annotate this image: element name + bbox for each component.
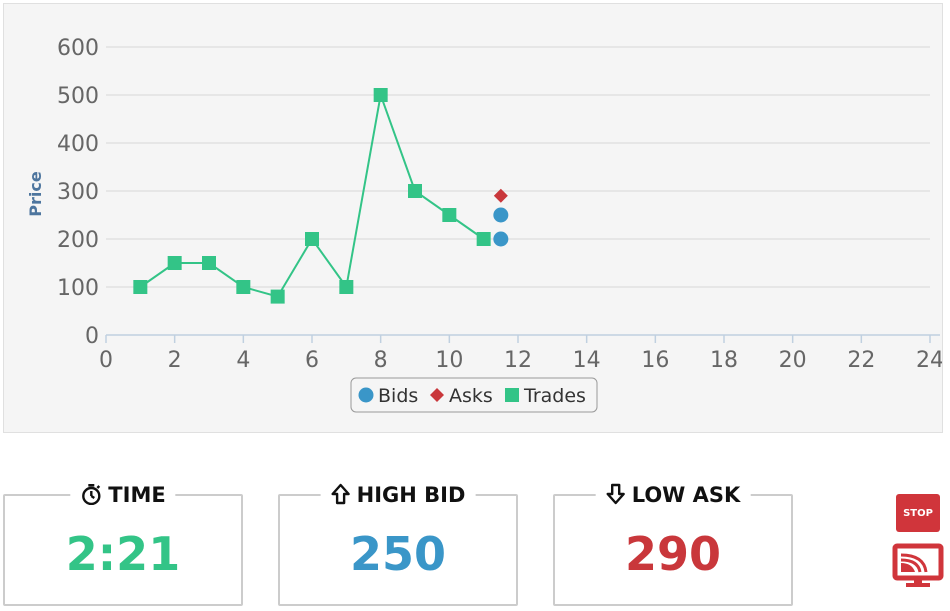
y-tick-label: 100 [57, 276, 99, 301]
trades-line [139, 91, 485, 298]
screen-share-button[interactable] [892, 543, 944, 594]
legend-box [350, 377, 598, 413]
legend[interactable]: Bids Asks Trades [350, 377, 598, 413]
x-tick-label: 0 [99, 348, 113, 373]
legend-marker-bids [358, 387, 374, 403]
x-tick-label: 2 [168, 348, 182, 373]
trades-point [408, 184, 422, 198]
chart-panel: 0 100 200 300 400 500 600 0 2 4 6 8 10 12 14 16 18 20 22 24… [3, 3, 943, 433]
legend-item-trades: Trades [523, 385, 586, 407]
legend-item-asks: Asks [449, 385, 493, 407]
y-tick-label: 500 [57, 84, 99, 109]
trades-point [133, 280, 148, 294]
time-box: TIME 2:21 [3, 480, 243, 606]
low-ask-label: LOW ASK [631, 483, 741, 507]
high-bid-label-wrap: HIGH BID [320, 480, 476, 510]
legend-marker-trades [505, 388, 519, 402]
trades-point [305, 232, 319, 246]
legend-marker-asks [430, 388, 444, 402]
trades-point [339, 280, 354, 294]
stop-button[interactable]: STOP [896, 494, 940, 532]
x-tick-label: 24 [916, 348, 942, 373]
screen-share-icon [892, 543, 944, 587]
arrow-down-icon [606, 483, 625, 505]
x-tick-label: 22 [847, 348, 875, 373]
y-tick-label: 200 [57, 228, 99, 253]
low-ask-value: 290 [624, 527, 722, 581]
bids-point [493, 231, 509, 247]
x-tick-label: 14 [573, 348, 601, 373]
y-tick-label: 400 [57, 132, 99, 157]
time-label: TIME [108, 483, 166, 507]
x-tick-label: 10 [435, 348, 463, 373]
trades-point [270, 289, 285, 304]
trades-point [167, 256, 182, 270]
series-layer [133, 88, 509, 304]
trades-point [442, 208, 457, 222]
time-value: 2:21 [65, 527, 181, 581]
grid-lines [106, 46, 930, 288]
x-tick-label: 4 [236, 348, 250, 373]
stopwatch-icon [82, 484, 101, 506]
y-tick-label: 600 [57, 36, 99, 61]
trades-point [236, 280, 251, 294]
arrow-up-icon [331, 483, 350, 505]
asks-point [493, 188, 508, 203]
legend-item-bids: Bids [378, 385, 418, 407]
x-tick-label: 8 [374, 348, 388, 373]
time-label-wrap: TIME [70, 480, 176, 510]
low-ask-label-wrap: LOW ASK [595, 480, 751, 510]
y-tick-label: 300 [57, 180, 99, 205]
bids-point [493, 207, 509, 223]
y-axis-title: Price [26, 171, 45, 217]
trades-point [373, 88, 388, 102]
x-tick-label: 12 [504, 348, 532, 373]
y-tick-label: 0 [85, 324, 99, 349]
low-ask-box: LOW ASK 290 [553, 480, 793, 606]
x-tick-label: 20 [779, 348, 807, 373]
high-bid-value: 250 [349, 527, 447, 581]
x-tick-label: 6 [305, 348, 319, 373]
x-tick-label: 18 [710, 348, 738, 373]
high-bid-box: HIGH BID 250 [278, 480, 518, 606]
x-tick-label: 16 [641, 348, 669, 373]
trades-point [202, 256, 216, 270]
trades-point [476, 232, 491, 246]
high-bid-label: HIGH BID [356, 483, 466, 507]
